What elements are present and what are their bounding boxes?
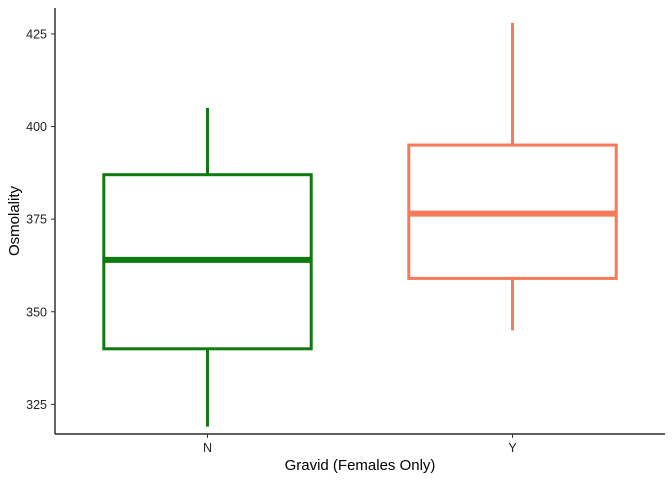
x-tick-label: N [203, 441, 212, 455]
y-axis-ticks: 325 350 375 400 425 [26, 27, 55, 412]
x-axis-title: Gravid (Females Only) [285, 457, 436, 474]
y-axis-title: Osmolality [6, 185, 23, 256]
plot-boxes [102, 22, 618, 427]
y-tick-label: 350 [26, 305, 47, 319]
box-group-n [102, 108, 313, 427]
box-group-y [407, 22, 618, 331]
y-tick-label: 400 [26, 120, 47, 134]
y-tick-label: 325 [26, 398, 47, 412]
y-tick-label: 375 [26, 213, 47, 227]
y-tick-label: 425 [26, 27, 47, 41]
x-tick-label: Y [508, 441, 517, 455]
